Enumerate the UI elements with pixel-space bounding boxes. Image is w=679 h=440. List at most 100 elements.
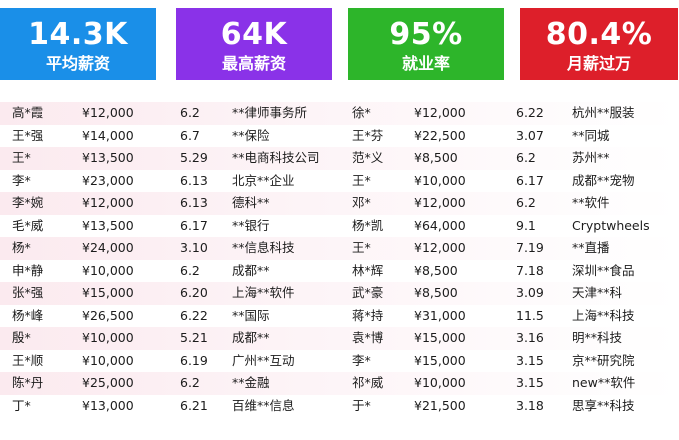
right-company-cell: 苏州** (572, 150, 610, 165)
right-date-cell: 3.18 (516, 397, 544, 413)
right-date-cell: 6.22 (516, 105, 544, 120)
table-row: 张*强 ¥15,000 6.20 上海**软件 武*豪 ¥8,500 3.09 天津**科 (0, 282, 679, 305)
salary-table: 高*霞 ¥12,000 6.2 **律师事务所 徐* ¥12,000 6.22 杭州**服装王… (0, 102, 679, 417)
left-name-cell: 杨* (12, 240, 31, 255)
right-company-cell: new**软件 (572, 375, 636, 390)
left-company-cell: 百维**信息 (232, 397, 295, 413)
left-name-cell: 王*强 (12, 127, 44, 143)
left-date-cell: 6.13 (180, 172, 208, 188)
left-salary-cell: ¥10,000 (82, 352, 134, 368)
left-date-cell: 6.19 (180, 352, 208, 368)
table-row: 丁* ¥13,000 6.21 百维**信息 于* ¥21,500 3.18 思享**科技 (0, 394, 679, 417)
right-date-cell: 6.17 (516, 172, 544, 188)
table-row: 王* ¥13,500 5.29 **电商科技公司 范*义 ¥8,500 6.2 苏州** (0, 147, 679, 170)
right-date-cell: 7.19 (516, 240, 544, 255)
right-name-cell: 杨*凯 (352, 217, 384, 233)
right-company-cell: **同城 (572, 127, 610, 143)
left-salary-cell: ¥13,000 (82, 397, 134, 413)
left-date-cell: 6.13 (180, 195, 208, 210)
left-date-cell: 6.2 (180, 262, 200, 278)
table-row: 高*霞 ¥12,000 6.2 **律师事务所 徐* ¥12,000 6.22 杭州**服装 (0, 102, 679, 125)
table-row: 毛*威 ¥13,500 6.17 **银行 杨*凯 ¥64,000 9.1 Cryptwhee… (0, 214, 679, 237)
left-date-cell: 6.7 (180, 127, 200, 143)
stat-label: 就业率 (401, 54, 450, 73)
right-salary-cell: ¥12,000 (414, 240, 466, 255)
right-name-cell: 王* (352, 172, 371, 188)
left-company-cell: **信息科技 (232, 240, 295, 255)
right-salary-cell: ¥31,000 (414, 307, 466, 323)
right-name-cell: 徐* (352, 105, 371, 120)
right-salary-cell: ¥8,500 (414, 150, 458, 165)
right-name-cell: 王*芬 (352, 127, 384, 143)
right-salary-cell: ¥12,000 (414, 195, 466, 210)
left-date-cell: 5.21 (180, 330, 208, 345)
left-salary-cell: ¥24,000 (82, 240, 134, 255)
right-company-cell: 深圳**食品 (572, 262, 635, 278)
table-row: 杨* ¥24,000 3.10 **信息科技 王* ¥12,000 7.19 **直播 (0, 237, 679, 260)
right-name-cell: 祁*威 (352, 375, 384, 390)
right-salary-cell: ¥15,000 (414, 330, 466, 345)
left-salary-cell: ¥12,000 (82, 105, 134, 120)
left-salary-cell: ¥26,500 (82, 307, 134, 323)
right-company-cell: 成都**宠物 (572, 172, 635, 188)
left-salary-cell: ¥13,500 (82, 217, 134, 233)
left-company-cell: 成都** (232, 262, 270, 278)
right-date-cell: 9.1 (516, 217, 536, 233)
stat-label: 最高薪资 (221, 54, 286, 73)
left-name-cell: 王* (12, 150, 31, 165)
left-salary-cell: ¥23,000 (82, 172, 134, 188)
right-date-cell: 3.15 (516, 352, 544, 368)
left-company-cell: **律师事务所 (232, 105, 308, 120)
left-company-cell: **银行 (232, 217, 270, 233)
table-row: 杨*峰 ¥26,500 6.22 **国际 蒋*持 ¥31,000 11.5 上海**科技 (0, 304, 679, 327)
left-company-cell: **保险 (232, 127, 270, 143)
right-name-cell: 李* (352, 352, 371, 368)
right-company-cell: 杭州**服装 (572, 105, 635, 120)
left-name-cell: 申*静 (12, 262, 44, 278)
table-row: 申*静 ¥10,000 6.2 成都** 林*辉 ¥8,500 7.18 深圳**食品 (0, 259, 679, 282)
stat-value: 80.4% (545, 17, 653, 52)
left-company-cell: 广州**互动 (232, 352, 295, 368)
left-name-cell: 张*强 (12, 285, 44, 300)
right-name-cell: 范*义 (352, 150, 384, 165)
right-salary-cell: ¥12,000 (414, 105, 466, 120)
left-salary-cell: ¥25,000 (82, 375, 134, 390)
left-name-cell: 李* (12, 172, 31, 188)
right-company-cell: 上海**科技 (572, 307, 635, 323)
table-row: 王*强 ¥14,000 6.7 **保险 王*芬 ¥22,500 3.07 **同城 (0, 124, 679, 147)
stat-card-employment-rate: 95% 就业率 (348, 8, 504, 80)
left-company-cell: 上海**软件 (232, 285, 295, 300)
left-salary-cell: ¥10,000 (82, 330, 134, 345)
right-salary-cell: ¥22,500 (414, 127, 466, 143)
left-date-cell: 5.29 (180, 150, 208, 165)
right-salary-cell: ¥64,000 (414, 217, 466, 233)
left-salary-cell: ¥10,000 (82, 262, 134, 278)
right-name-cell: 邓* (352, 195, 371, 210)
left-company-cell: 德科** (232, 195, 270, 210)
right-name-cell: 于* (352, 397, 371, 413)
right-name-cell: 林*辉 (352, 262, 384, 278)
right-salary-cell: ¥8,500 (414, 262, 458, 278)
left-salary-cell: ¥13,500 (82, 150, 134, 165)
table-row: 李* ¥23,000 6.13 北京**企业 王* ¥10,000 6.17 成都**宠物 (0, 169, 679, 192)
right-company-cell: 思享**科技 (572, 397, 635, 413)
right-salary-cell: ¥8,500 (414, 285, 458, 300)
right-company-cell: 明**科技 (572, 330, 623, 345)
left-company-cell: **国际 (232, 307, 270, 323)
right-salary-cell: ¥21,500 (414, 397, 466, 413)
right-date-cell: 6.2 (516, 150, 536, 165)
left-name-cell: 毛*威 (12, 217, 44, 233)
right-company-cell: **软件 (572, 195, 610, 210)
left-date-cell: 6.2 (180, 375, 200, 390)
left-name-cell: 丁* (12, 397, 31, 413)
table-row: 殷* ¥10,000 5.21 成都** 袁*博 ¥15,000 3.16 明**科技 (0, 327, 679, 350)
right-date-cell: 7.18 (516, 262, 544, 278)
right-name-cell: 袁*博 (352, 330, 384, 345)
stat-card-max-salary: 64K 最高薪资 (176, 8, 332, 80)
left-name-cell: 李*婉 (12, 195, 44, 210)
left-name-cell: 殷* (12, 330, 31, 345)
stat-label: 月薪过万 (566, 54, 631, 73)
left-date-cell: 6.21 (180, 397, 208, 413)
left-salary-cell: ¥14,000 (82, 127, 134, 143)
left-name-cell: 陈*丹 (12, 375, 44, 390)
